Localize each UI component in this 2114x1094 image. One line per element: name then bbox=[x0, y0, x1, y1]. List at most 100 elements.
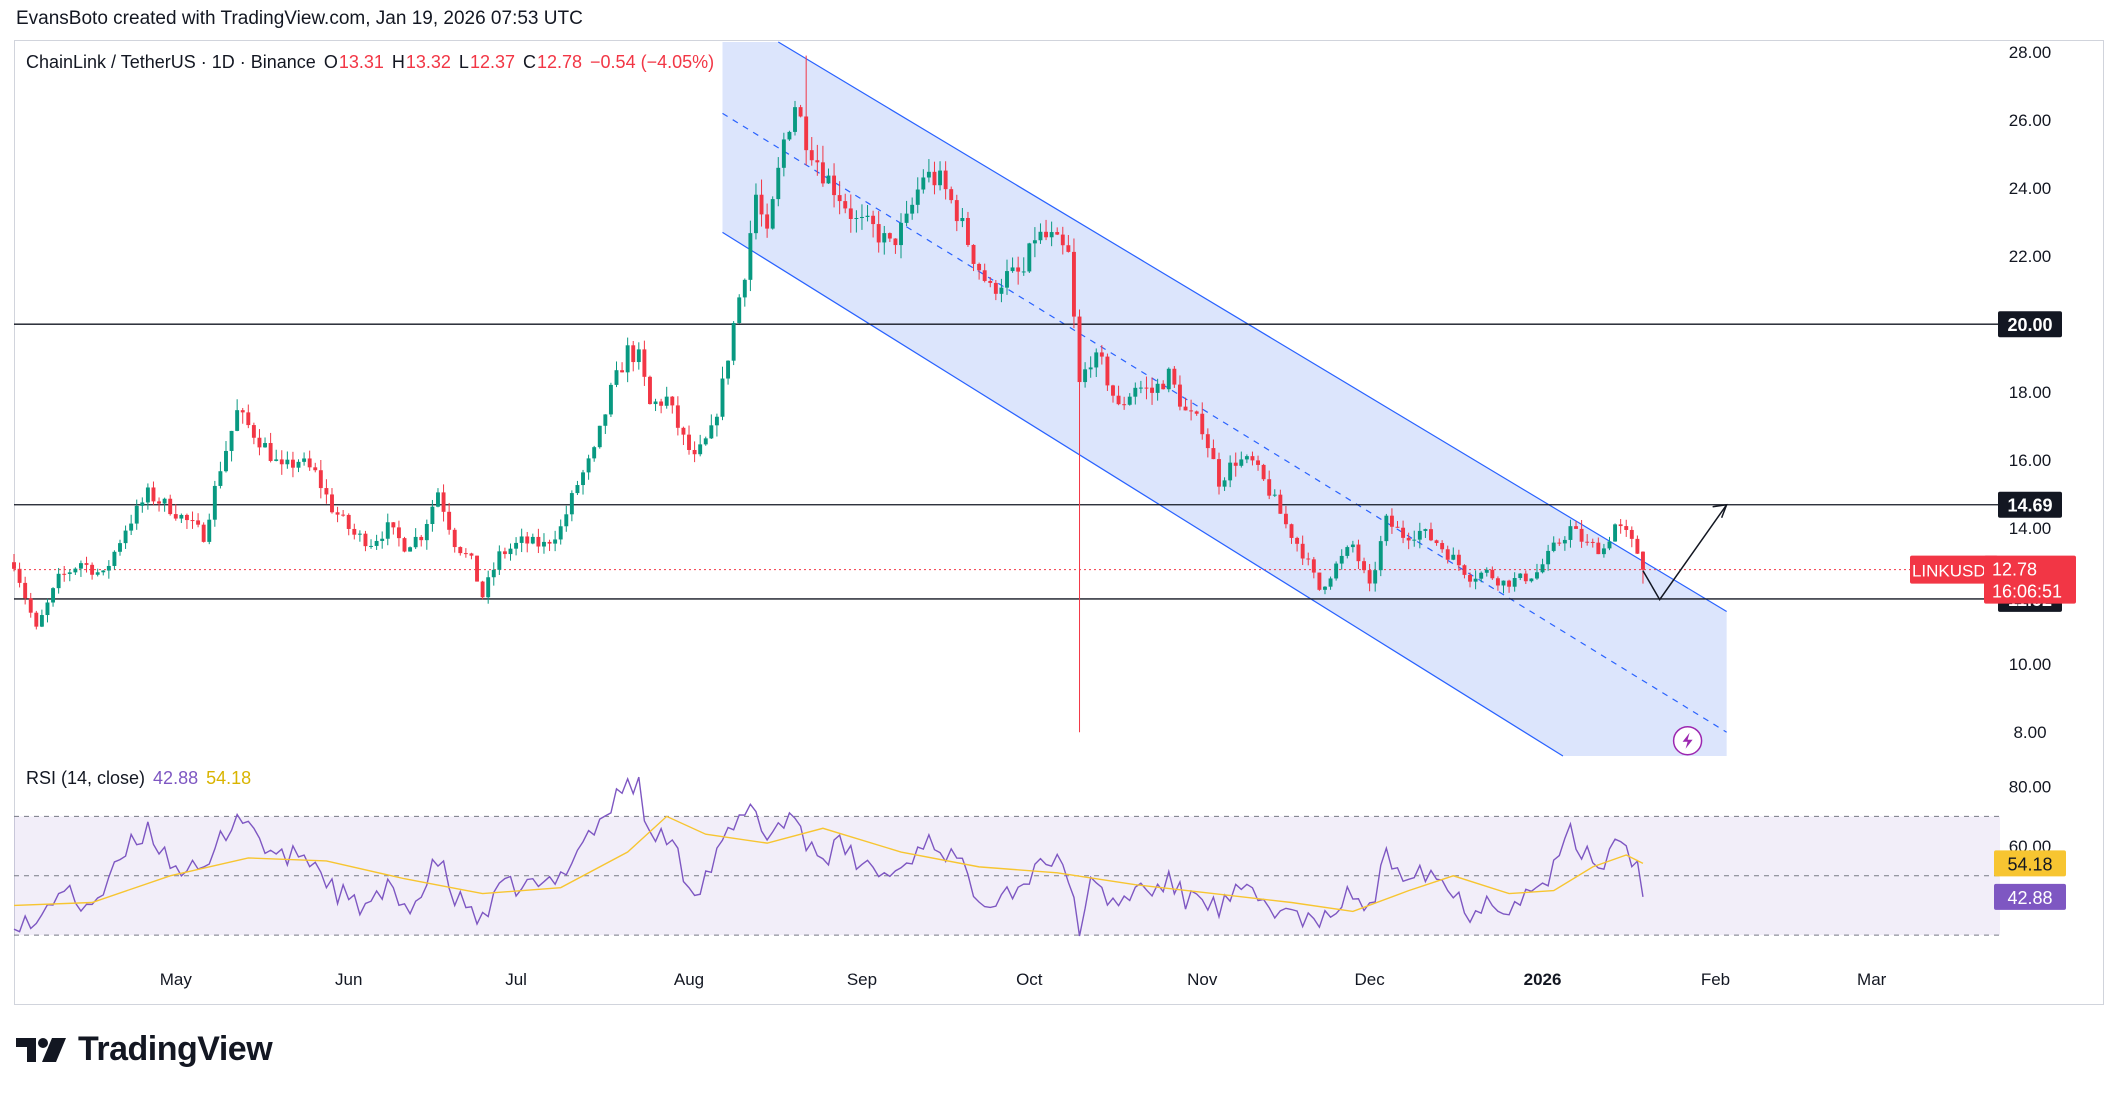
candle-body bbox=[279, 459, 284, 465]
candle-body bbox=[1328, 578, 1333, 587]
candle-body bbox=[1473, 578, 1478, 582]
candle-body bbox=[1044, 231, 1049, 238]
candle-body bbox=[977, 263, 982, 271]
open-label: O bbox=[323, 52, 338, 72]
candle-body bbox=[229, 430, 234, 451]
candle-body bbox=[1133, 387, 1138, 397]
candle-body bbox=[1172, 368, 1177, 385]
candle-body bbox=[123, 530, 128, 544]
rsi-badge-label: 42.88 bbox=[2007, 888, 2052, 908]
price-tick-label: 10.00 bbox=[2009, 655, 2052, 674]
rsi-badge-bg bbox=[1994, 883, 2066, 910]
candle-body bbox=[45, 602, 50, 616]
candle-body bbox=[157, 501, 161, 504]
candle-body bbox=[207, 519, 212, 542]
price-tick-label: 18.00 bbox=[2009, 383, 2052, 402]
candle-body bbox=[664, 396, 669, 406]
candle-body bbox=[731, 322, 736, 361]
candle-body bbox=[547, 541, 552, 544]
candle-body bbox=[815, 160, 820, 163]
candle-body bbox=[1267, 479, 1272, 496]
candle-body bbox=[793, 107, 797, 132]
candle-body bbox=[51, 588, 56, 603]
candle-body bbox=[614, 370, 619, 385]
candle-body bbox=[39, 615, 44, 627]
candle-body bbox=[1010, 267, 1015, 272]
close-label: C bbox=[522, 52, 536, 72]
candle-body bbox=[424, 523, 429, 541]
candle-body bbox=[1607, 541, 1612, 549]
candle-body bbox=[564, 514, 569, 527]
candle-body bbox=[943, 170, 948, 190]
candle-body bbox=[346, 514, 351, 529]
candle-body bbox=[84, 563, 89, 565]
candle-body bbox=[826, 175, 831, 184]
candle-body bbox=[1585, 541, 1590, 543]
candle-body bbox=[882, 233, 887, 243]
candle-body bbox=[1250, 456, 1255, 461]
candle-body bbox=[1579, 528, 1584, 542]
chart-frame[interactable] bbox=[14, 40, 2104, 1005]
candle-body bbox=[1021, 271, 1026, 273]
candle-body bbox=[659, 401, 664, 406]
candle-body bbox=[1484, 569, 1489, 573]
candle-body bbox=[982, 270, 987, 281]
candle-body bbox=[447, 511, 452, 530]
candle-body bbox=[1239, 459, 1244, 466]
candle-body bbox=[1507, 580, 1512, 587]
candle-body bbox=[915, 189, 920, 205]
price-tick-label: 24.00 bbox=[2009, 179, 2052, 198]
candle-body bbox=[1278, 494, 1283, 514]
candle-body bbox=[1217, 459, 1221, 487]
candle-body bbox=[151, 487, 156, 502]
low-label: L bbox=[458, 52, 469, 72]
candle-body bbox=[631, 345, 636, 363]
candle-body bbox=[1005, 271, 1009, 288]
candle-body bbox=[1049, 232, 1054, 238]
candle-body bbox=[1144, 387, 1149, 389]
candle-body bbox=[357, 533, 362, 535]
price-tick-label: 8.00 bbox=[2013, 723, 2046, 742]
candle-body bbox=[837, 195, 842, 202]
candle-body bbox=[988, 280, 993, 283]
candle-body bbox=[1456, 554, 1461, 566]
candle-body bbox=[134, 505, 139, 524]
candle-body bbox=[1395, 526, 1400, 528]
candle-body bbox=[620, 370, 625, 373]
level-badge-label: 14.69 bbox=[2007, 496, 2052, 516]
candle-body bbox=[1094, 352, 1099, 368]
rsi-legend: RSI (14, close) 42.88 54.18 bbox=[26, 768, 259, 789]
channel-upper-line bbox=[777, 41, 1727, 613]
candle-body bbox=[714, 416, 719, 426]
candle-body bbox=[1300, 543, 1305, 559]
candle-body bbox=[698, 444, 703, 455]
tradingview-logo[interactable]: TradingView bbox=[16, 1030, 273, 1069]
lightning-glyph bbox=[1682, 732, 1693, 749]
rsi-label: RSI (14, close) bbox=[26, 768, 146, 788]
candle-body bbox=[1083, 369, 1088, 383]
candle-body bbox=[514, 542, 519, 549]
price-badge-bg bbox=[1984, 555, 2076, 604]
candle-body bbox=[1289, 524, 1294, 538]
candle-body bbox=[653, 401, 658, 405]
candle-body bbox=[1495, 578, 1500, 586]
candle-body bbox=[1401, 527, 1406, 538]
candle-body bbox=[770, 199, 775, 229]
candle-body bbox=[1088, 367, 1093, 370]
candle-body bbox=[960, 217, 965, 222]
candle-body bbox=[887, 233, 892, 239]
candle-body bbox=[1205, 434, 1210, 449]
low-value: 12.37 bbox=[469, 52, 515, 72]
candle-body bbox=[1518, 573, 1523, 579]
candle-body bbox=[1624, 526, 1629, 530]
candle-body bbox=[469, 553, 474, 556]
high-label: H bbox=[391, 52, 405, 72]
close-value: 12.78 bbox=[536, 52, 583, 72]
candle-body bbox=[1373, 570, 1378, 584]
candle-body bbox=[441, 492, 446, 512]
candle-body bbox=[865, 215, 870, 217]
candle-body bbox=[893, 238, 898, 246]
candle-body bbox=[23, 582, 28, 599]
candle-body bbox=[1562, 539, 1567, 544]
